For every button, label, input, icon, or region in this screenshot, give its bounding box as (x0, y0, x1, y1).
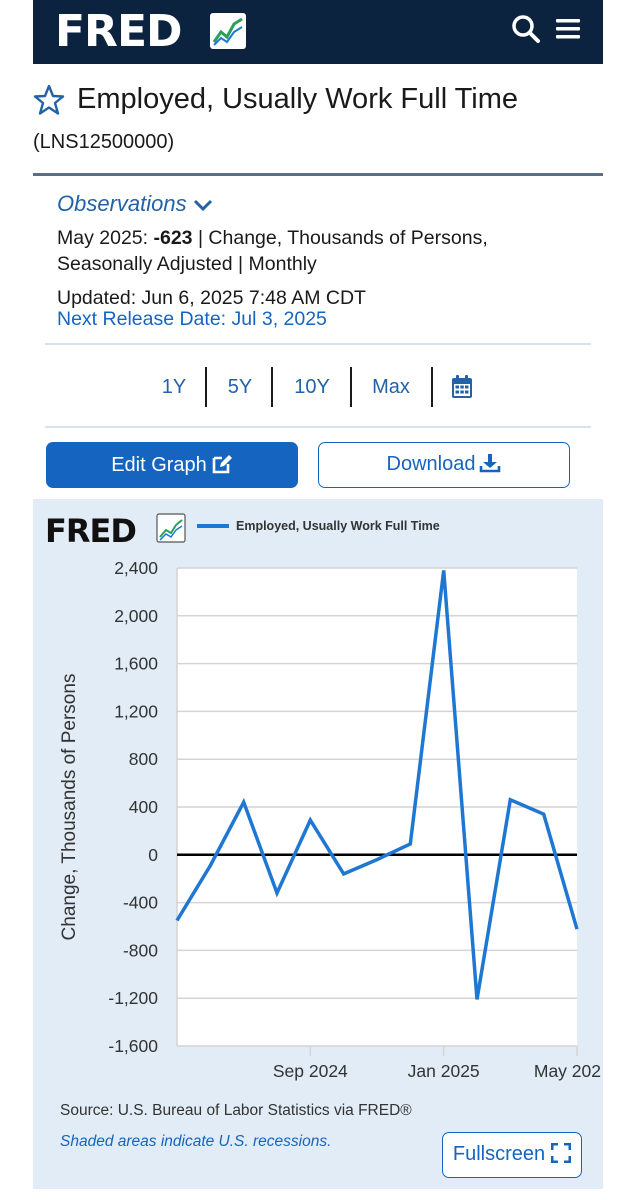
download-label: Download (386, 453, 476, 475)
y-axis-label: Change, Thousands of Persons (59, 674, 80, 941)
chart-source: Source: U.S. Bureau of Labor Statistics … (60, 1102, 412, 1119)
series-title-row: Employed, Usually Work Full Time (33, 80, 603, 124)
y-tick-label: -1,200 (108, 988, 158, 1008)
legend-label: Employed, Usually Work Full Time (236, 519, 440, 533)
series-id: (LNS12500000) (33, 131, 175, 153)
range-divider-top (45, 343, 591, 345)
series-line[interactable] (175, 570, 579, 1000)
y-tick-label: 1,600 (114, 654, 158, 674)
y-tick-label: 800 (129, 749, 158, 769)
line-chart[interactable]: FRED Employed, Usually Work Full Time 2,… (33, 499, 603, 1099)
x-tick-label: May 202 (534, 1061, 601, 1081)
range-separator (431, 367, 433, 407)
range-5y-button[interactable]: 5Y (227, 376, 253, 398)
observation-units: | Change, Thousands of Persons, (197, 227, 488, 249)
hamburger-menu-icon[interactable] (555, 16, 581, 42)
y-tick-label: 2,400 (114, 558, 158, 578)
chart-fred-logo: FRED (45, 512, 136, 550)
range-separator (205, 367, 207, 407)
range-divider-bottom (45, 426, 591, 428)
y-tick-label: 400 (129, 797, 158, 817)
y-tick-label: 0 (148, 845, 158, 865)
title-divider (33, 173, 603, 176)
fullscreen-label: Fullscreen (452, 1143, 546, 1165)
chevron-down-icon (193, 200, 212, 212)
site-header: FRED (33, 0, 603, 64)
updated-date: Updated: Jun 6, 2025 7:48 AM CDT (57, 287, 366, 309)
observation-period: May 2025: (57, 227, 149, 249)
observations-toggle[interactable]: Observations (57, 191, 213, 217)
star-favorite-icon[interactable] (33, 84, 65, 116)
observations-toggle-label: Observations (57, 191, 187, 216)
chart-logo: FRED (45, 512, 186, 550)
calendar-icon[interactable] (451, 375, 473, 399)
x-tick-label: Sep 2024 (273, 1061, 348, 1081)
range-separator (350, 367, 352, 407)
y-tick-label: 2,000 (114, 606, 158, 626)
range-separator (271, 367, 273, 407)
x-tick-label: Jan 2025 (408, 1061, 480, 1081)
chart-graph-logo-icon (156, 513, 186, 543)
range-1y-button[interactable]: 1Y (161, 376, 187, 398)
y-tick-label: -1,600 (108, 1036, 158, 1056)
y-tick-label: -800 (123, 940, 158, 960)
date-range-selector: 1Y 5Y 10Y Max (33, 365, 603, 409)
y-tick-label: 1,200 (114, 701, 158, 721)
range-10y-button[interactable]: 10Y (294, 376, 330, 398)
download-button[interactable]: Download (318, 442, 570, 488)
fullscreen-icon (550, 1142, 572, 1164)
edit-graph-button[interactable]: Edit Graph (46, 442, 298, 488)
edit-graph-label: Edit Graph (111, 454, 207, 476)
latest-observation: May 2025: -623 | Change, Thousands of Pe… (57, 227, 488, 250)
fullscreen-button[interactable]: Fullscreen (442, 1132, 582, 1178)
observation-adjustment: Seasonally Adjusted | Monthly (57, 253, 317, 275)
recession-shading-note: Shaded areas indicate U.S. recessions. (60, 1133, 332, 1150)
chart-panel: FRED Employed, Usually Work Full Time 2,… (33, 499, 603, 1189)
range-max-button[interactable]: Max (372, 376, 410, 398)
search-icon[interactable] (511, 14, 541, 44)
next-release-date[interactable]: Next Release Date: Jul 3, 2025 (57, 308, 327, 330)
download-icon (480, 454, 501, 473)
observation-value: -623 (153, 227, 193, 249)
observations-panel: Observations May 2025: -623 | Change, Th… (33, 177, 603, 499)
fred-logo[interactable]: FRED (55, 6, 183, 57)
y-tick-label: -400 (123, 893, 158, 913)
series-title: Employed, Usually Work Full Time (77, 83, 519, 115)
edit-icon (212, 455, 232, 474)
fred-graph-logo-icon (210, 13, 246, 49)
